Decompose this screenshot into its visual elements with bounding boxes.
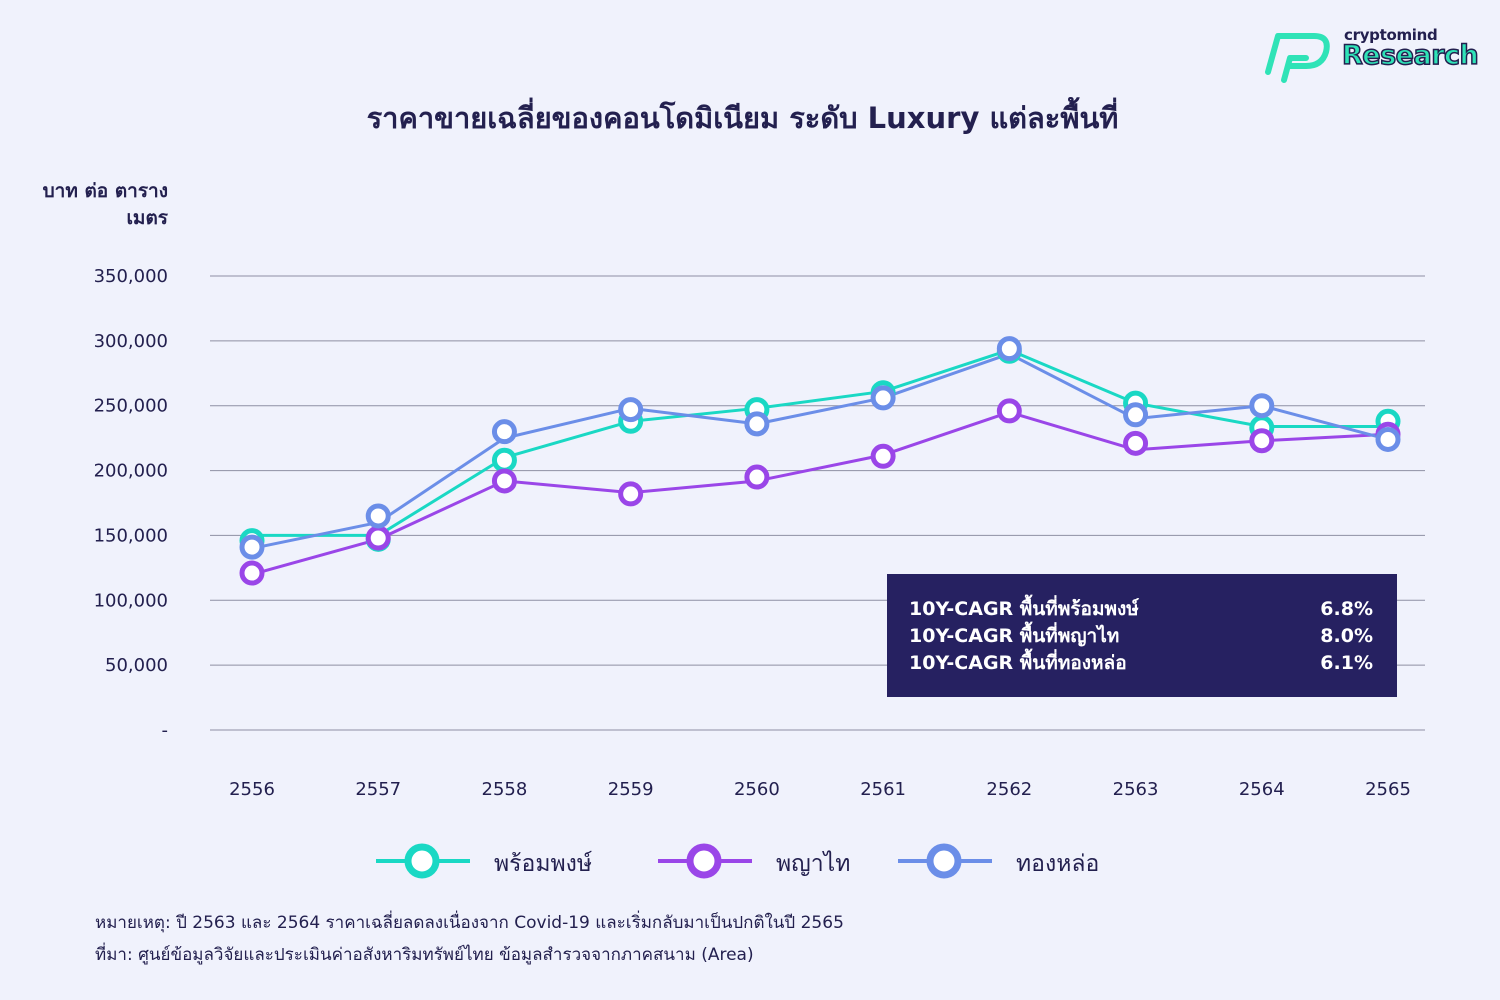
brand-logo: cryptomind Research xyxy=(1262,26,1480,84)
series-point xyxy=(1123,402,1149,428)
series-point xyxy=(618,481,644,507)
y-axis-label: บาท ต่อ ตารางเมตร xyxy=(42,180,168,229)
x-tick-label: 2563 xyxy=(1113,779,1159,800)
x-tick-label: 2562 xyxy=(986,779,1032,800)
cagr-value: 6.1% xyxy=(1320,652,1373,674)
series-point xyxy=(870,443,896,469)
series-point xyxy=(618,397,644,423)
x-tick-label: 2560 xyxy=(734,779,780,800)
series-point xyxy=(1123,430,1149,456)
series-point xyxy=(996,336,1022,362)
y-tick-label: 300,000 xyxy=(94,331,168,352)
x-tick-label: 2564 xyxy=(1239,779,1285,800)
series-point xyxy=(744,464,770,490)
legend-label: ทองหล่อ xyxy=(1016,851,1100,877)
x-tick-label: 2561 xyxy=(860,779,906,800)
y-tick-label: 150,000 xyxy=(94,525,168,546)
cagr-row-thong-lo: 10Y-CAGR พื้นที่ทองหล่อ 6.1% xyxy=(909,650,1373,677)
footnote-source: ที่มา: ศูนย์ข้อมูลวิจัยและประเมินค่าอสัง… xyxy=(95,945,754,965)
y-tick-label: 50,000 xyxy=(105,655,168,676)
series-point xyxy=(1249,428,1275,454)
x-tick-label: 2558 xyxy=(482,779,528,800)
brand-top-text: cryptomind xyxy=(1344,26,1438,44)
chart-legend: พร้อมพงษ์ พญาไท ทองหล่อ xyxy=(376,836,1136,886)
series-point xyxy=(239,534,265,560)
cagr-row-phaya-thai: 10Y-CAGR พื้นที่พญาไท 8.0% xyxy=(909,623,1373,650)
legend-label: พญาไท xyxy=(776,851,851,877)
x-tick-label: 2556 xyxy=(229,779,275,800)
y-tick-label: 200,000 xyxy=(94,461,168,482)
x-tick-label: 2557 xyxy=(355,779,401,800)
brand-mark-icon xyxy=(1265,33,1330,83)
legend-swatch-icon xyxy=(376,843,470,879)
series-point xyxy=(239,560,265,586)
series-line xyxy=(251,352,1389,550)
series-point xyxy=(365,503,391,529)
series-line xyxy=(252,348,1388,537)
legend-swatch-icon xyxy=(898,843,992,879)
legend-label: พร้อมพงษ์ xyxy=(494,851,593,877)
cagr-value: 8.0% xyxy=(1320,625,1373,647)
cagr-label: 10Y-CAGR พื้นที่พญาไท xyxy=(909,625,1120,647)
series-markers xyxy=(239,336,1401,586)
y-tick-label: 100,000 xyxy=(94,590,168,611)
y-tick-label: - xyxy=(162,720,169,741)
series-point xyxy=(1375,426,1401,452)
cagr-row-phrom-phong: 10Y-CAGR พื้นที่พร้อมพงษ์ 6.8% xyxy=(909,596,1373,623)
series-point xyxy=(491,447,517,473)
y-tick-label: 250,000 xyxy=(94,396,168,417)
series-point xyxy=(996,398,1022,424)
series-lines xyxy=(251,348,1389,576)
footnote-note: หมายเหตุ: ปี 2563 และ 2564 ราคาเฉลี่ยลดล… xyxy=(95,913,844,933)
series-point xyxy=(491,468,517,494)
series-point xyxy=(870,385,896,411)
series-line xyxy=(251,410,1389,576)
cagr-annotation-box: 10Y-CAGR พื้นที่พร้อมพงษ์ 6.8% 10Y-CAGR … xyxy=(887,574,1397,697)
chart-title: ราคาขายเฉลี่ยของคอนโดมิเนียม ระดับ Luxur… xyxy=(366,101,1119,135)
brand-bottom-text: Research xyxy=(1341,39,1479,72)
series-point xyxy=(1249,393,1275,419)
series-point xyxy=(744,411,770,437)
legend-swatch-icon xyxy=(658,843,752,879)
series-point xyxy=(365,525,391,551)
cagr-value: 6.8% xyxy=(1320,598,1373,620)
y-tick-label: 350,000 xyxy=(94,266,168,287)
y-tick-labels: - 50,000 100,000 150,000 200,000 250,000 300,0… xyxy=(94,266,168,741)
series-point xyxy=(491,419,517,445)
x-tick-labels: 2556 2557 2558 2559 2560 2561 2562 2563 2564 2565 xyxy=(229,779,1411,800)
cagr-label: 10Y-CAGR พื้นที่ทองหล่อ xyxy=(909,652,1127,674)
x-tick-label: 2559 xyxy=(608,779,654,800)
cagr-label: 10Y-CAGR พื้นที่พร้อมพงษ์ xyxy=(909,598,1139,620)
x-tick-label: 2565 xyxy=(1365,779,1411,800)
